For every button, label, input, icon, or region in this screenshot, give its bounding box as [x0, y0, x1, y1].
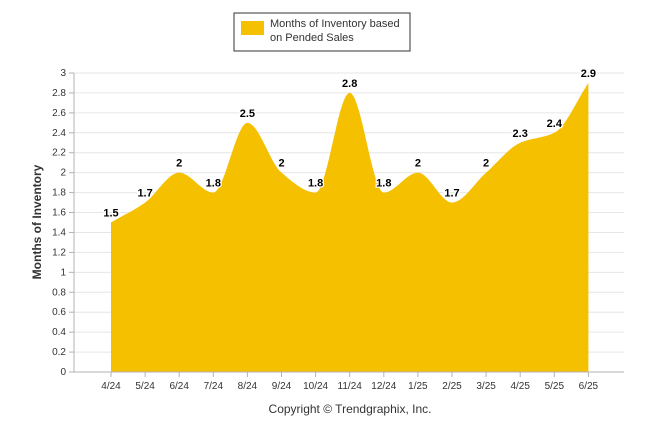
- y-tick-label: 2.2: [52, 148, 66, 159]
- data-label: 2: [278, 158, 284, 170]
- y-tick-label: 2.8: [52, 88, 66, 99]
- data-label: 2.8: [342, 78, 357, 90]
- x-tick-labels: 4/24 5/24 6/24 7/24 8/24 9/24 10/24 11/24 12/24 1…: [101, 381, 598, 392]
- legend-label-line-2: on Pended Sales: [270, 32, 354, 44]
- data-label: 2: [483, 158, 489, 170]
- x-tick-label: 4/24: [101, 381, 121, 392]
- area-series: [111, 83, 588, 372]
- x-tick-label: 8/24: [238, 381, 258, 392]
- y-tick-label: 1.4: [52, 227, 66, 238]
- x-tick-label: 5/25: [545, 381, 565, 392]
- data-label: 1.7: [444, 188, 459, 200]
- y-tick-labels: 0 0.2 0.4 0.6 0.8 1 1.2 1.4 1.6 1.8 2 2.2 2.4 2.6 2.8 3: [52, 68, 66, 378]
- y-tick-label: 0: [60, 367, 66, 378]
- copyright-footer: Copyright © Trendgraphix, Inc.: [269, 402, 432, 416]
- legend[interactable]: Months of Inventory based on Pended Sale…: [234, 13, 410, 51]
- area-series-fill: [111, 83, 588, 372]
- x-tick-label: 6/24: [169, 381, 189, 392]
- data-label: 2.5: [240, 108, 255, 120]
- legend-swatch: [241, 21, 264, 35]
- y-tick-label: 0.6: [52, 307, 66, 318]
- data-label: 2.9: [581, 68, 596, 80]
- y-tick-label: 0.4: [52, 327, 66, 338]
- data-label: 2: [415, 158, 421, 170]
- data-label: 2.4: [547, 118, 563, 130]
- y-tick-label: 1.8: [52, 188, 66, 199]
- data-label: 1.8: [376, 178, 391, 190]
- x-tick-label: 2/25: [442, 381, 462, 392]
- data-label: 1.8: [206, 178, 221, 190]
- x-tick-label: 1/25: [408, 381, 428, 392]
- x-tick-label: 10/24: [303, 381, 328, 392]
- x-tick-label: 7/24: [204, 381, 224, 392]
- x-tick-label: 3/25: [476, 381, 496, 392]
- x-tick-label: 12/24: [371, 381, 396, 392]
- x-tick-label: 11/24: [338, 381, 363, 392]
- y-tick-label: 2.4: [52, 128, 66, 139]
- x-tick-label: 9/24: [272, 381, 292, 392]
- y-tick-label: 1: [60, 267, 66, 278]
- legend-label-line-1: Months of Inventory based: [270, 18, 400, 30]
- data-label: 1.7: [137, 188, 152, 200]
- y-tick-label: 3: [60, 68, 66, 79]
- y-tick-label: 2.6: [52, 108, 66, 119]
- x-tick-label: 6/25: [579, 381, 599, 392]
- y-axis-label: Months of Inventory: [30, 164, 44, 279]
- x-tick-label: 5/24: [135, 381, 155, 392]
- y-tick-label: 0.2: [52, 347, 66, 358]
- y-tick-label: 1.6: [52, 208, 66, 219]
- y-tick-label: 0.8: [52, 287, 66, 298]
- data-label: 2: [176, 158, 182, 170]
- y-tick-label: 2: [60, 168, 66, 179]
- y-tick-label: 1.2: [52, 247, 66, 258]
- data-label: 1.5: [103, 208, 118, 220]
- data-label: 2.3: [513, 128, 528, 140]
- data-label: 1.8: [308, 178, 323, 190]
- x-tick-label: 4/25: [510, 381, 530, 392]
